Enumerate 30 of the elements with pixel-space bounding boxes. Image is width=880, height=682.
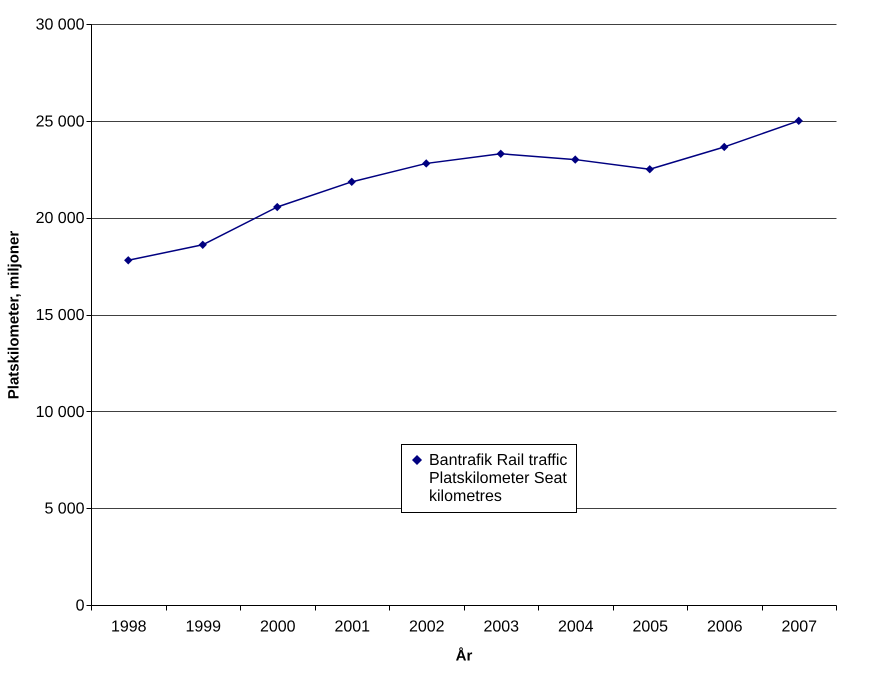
y-tick-label: 25 000: [36, 113, 85, 130]
x-tick-label: 2000: [260, 618, 296, 636]
x-tick-label: 2003: [483, 618, 520, 636]
x-axis-title: År: [456, 646, 472, 664]
x-tick-label: 2001: [334, 618, 370, 636]
point: [273, 202, 282, 212]
point: [124, 256, 132, 264]
point: [422, 159, 430, 168]
y-tick-label: 20 000: [36, 210, 85, 228]
x-tick-label: 2006: [706, 618, 743, 636]
y-tick-label: 30 000: [36, 16, 85, 34]
y-axis-title: Platskilometer, miljoner: [6, 230, 23, 400]
y-tick-label: 5 000: [44, 500, 85, 518]
legend-label: Bantrafik Rail traffic Platskilometer Seat kilometres: [429, 452, 568, 505]
x-tick-label: 2007: [781, 618, 818, 636]
x-tick-label: 2004: [558, 618, 594, 636]
y-tick-label: 10 000: [36, 404, 85, 421]
point: [571, 155, 580, 164]
x-tick-label: 2002: [408, 618, 445, 636]
y-tick-label: 15 000: [36, 307, 85, 324]
point: [720, 142, 728, 152]
point: [348, 178, 356, 186]
x-tick-label: 1999: [185, 618, 222, 636]
point: [646, 165, 654, 174]
point: [794, 116, 803, 126]
point: [198, 240, 207, 249]
y-tick-label: 0: [76, 598, 85, 614]
point: [496, 150, 505, 158]
x-tick-label: 2005: [632, 618, 668, 636]
x-tick-label: 1998: [110, 618, 147, 636]
